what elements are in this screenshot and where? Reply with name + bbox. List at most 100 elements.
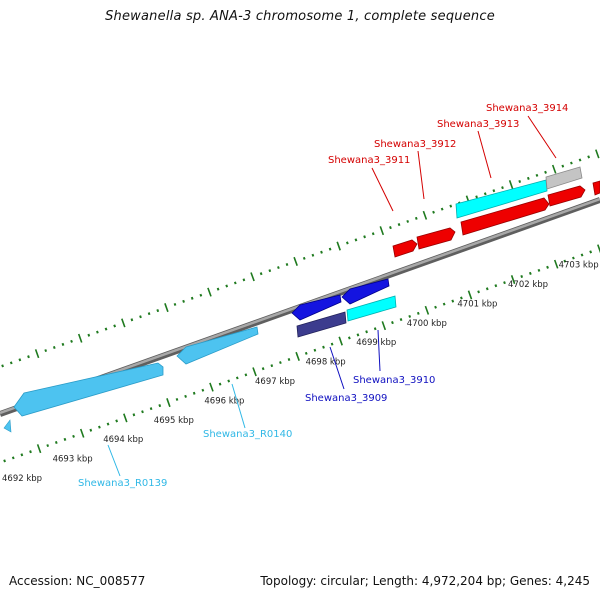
gene-shewana3-r0140-shape[interactable] xyxy=(176,326,259,365)
label-leaders xyxy=(107,115,557,477)
inner-track-minor-tick xyxy=(589,250,593,254)
outer-track-minor-tick xyxy=(535,173,539,177)
outer-track-minor-tick xyxy=(492,189,496,193)
scale-label-4698-kbp: 4698 kbp xyxy=(306,358,346,368)
outer-track-minor-tick xyxy=(578,158,582,162)
scale-label-4696-kbp: 4696 kbp xyxy=(204,396,244,406)
gene-blue-a-shape[interactable] xyxy=(291,294,342,321)
gene-shewana3-3910-shape[interactable] xyxy=(346,295,397,322)
inner-track-minor-tick xyxy=(365,330,368,334)
gene-red-right-shape[interactable] xyxy=(547,185,586,207)
outer-track-minor-tick xyxy=(526,176,530,180)
outer-track-minor-tick xyxy=(285,262,289,267)
inner-track-minor-tick xyxy=(244,373,248,377)
gene-label-shewana3-3909[interactable]: Shewana3_3909 xyxy=(305,393,387,404)
inner-track-minor-tick xyxy=(503,281,506,285)
inner-track-minor-tick xyxy=(201,388,205,392)
inner-track-minor-tick xyxy=(29,450,32,454)
inner-track-minor-tick xyxy=(89,428,93,432)
inner-track-minor-tick xyxy=(494,284,498,288)
inner-track-minor-tick xyxy=(347,336,351,340)
gene-small-arrow-shape[interactable] xyxy=(3,419,12,433)
gene-labels: Shewana3_3914 Shewana3_3913 Shewana3_391… xyxy=(78,103,568,489)
outer-track-minor-tick xyxy=(199,293,203,297)
inner-track-major-tick xyxy=(553,259,559,269)
outer-track-minor-tick xyxy=(302,256,306,260)
outer-track-minor-tick xyxy=(475,195,478,199)
gene-label-shewana3-r0140[interactable]: Shewana3_R0140 xyxy=(203,429,292,440)
inner-track-major-tick xyxy=(166,398,171,408)
outer-track-minor-tick xyxy=(483,192,487,196)
outer-track-major-tick xyxy=(207,287,212,297)
inner-track-minor-tick xyxy=(520,274,524,279)
scale-track-inner xyxy=(3,244,600,463)
outer-track-minor-tick xyxy=(233,281,237,285)
gene-label-shewana3-r0139[interactable]: Shewana3_R0139 xyxy=(78,478,167,489)
inner-track-minor-tick xyxy=(373,327,377,331)
inner-track-minor-tick xyxy=(399,318,403,322)
inner-track-minor-tick xyxy=(3,459,6,463)
inner-track-major-tick xyxy=(79,428,85,438)
inner-track-minor-tick xyxy=(218,382,222,386)
outer-track-minor-tick xyxy=(268,269,272,273)
gene-label-shewana3-3911[interactable]: Shewana3_3911 xyxy=(328,155,410,166)
inner-track-minor-tick xyxy=(227,379,231,383)
gene-red-edge-shape[interactable] xyxy=(592,180,600,196)
inner-track-major-tick xyxy=(424,305,430,315)
inner-track-minor-tick xyxy=(451,299,455,303)
outer-track-minor-tick xyxy=(363,235,366,239)
inner-track-minor-tick xyxy=(460,296,463,300)
scale-label-4700-kbp: 4700 kbp xyxy=(407,319,447,329)
outer-track-minor-tick xyxy=(173,302,177,306)
inner-track-minor-tick xyxy=(356,333,360,337)
gene-shewana3-3912-shape[interactable] xyxy=(416,227,456,250)
gene-blue-b-shape[interactable] xyxy=(341,278,390,305)
inner-track-major-tick xyxy=(123,413,128,423)
outer-track-minor-tick xyxy=(311,253,315,257)
gene-shewana3-r0139-shape[interactable] xyxy=(13,362,164,417)
outer-track-minor-tick xyxy=(345,241,349,245)
inner-track-minor-tick xyxy=(563,259,567,263)
outer-track-minor-tick xyxy=(561,164,565,168)
inner-track-major-tick xyxy=(381,321,387,331)
outer-track-minor-tick xyxy=(389,226,392,230)
inner-track-major-tick xyxy=(467,290,473,300)
accession-text: Accession: NC_008577 xyxy=(9,574,146,588)
inner-track-minor-tick xyxy=(279,361,282,365)
outer-track-major-tick xyxy=(379,226,385,236)
inner-track-minor-tick xyxy=(11,456,15,460)
gene-label-shewana3-3910[interactable]: Shewana3_3910 xyxy=(353,375,435,386)
inner-track-minor-tick xyxy=(115,419,119,423)
scale-label-4702-kbp: 4702 kbp xyxy=(508,280,548,290)
gene-shewana3-3909-shape[interactable] xyxy=(296,311,347,338)
scale-label-4699-kbp: 4699 kbp xyxy=(356,338,396,348)
inner-track-minor-tick xyxy=(149,407,153,411)
inner-track-major-tick xyxy=(338,336,343,346)
gene-shewana3-3913-shape[interactable] xyxy=(455,179,548,219)
gene-shewana3-3911-shape[interactable] xyxy=(392,239,418,258)
gene-label-shewana3-3912[interactable]: Shewana3_3912 xyxy=(374,139,456,150)
inner-track-minor-tick xyxy=(63,437,67,441)
inner-track-minor-tick xyxy=(391,321,394,325)
gene-features xyxy=(3,166,600,433)
inner-track-minor-tick xyxy=(261,367,265,371)
outer-track-minor-tick xyxy=(1,364,4,368)
inner-track-minor-tick xyxy=(408,314,412,318)
outer-track-minor-tick xyxy=(130,318,134,322)
inner-track-minor-tick xyxy=(192,391,196,395)
inner-track-minor-tick xyxy=(313,348,317,352)
gene-label-shewana3-3913[interactable]: Shewana3_3913 xyxy=(437,119,519,130)
outer-track-minor-tick xyxy=(354,238,358,242)
outer-track-major-tick xyxy=(164,303,169,313)
gene-shewana3-3914-shape[interactable] xyxy=(545,166,583,190)
gene-label-shewana3-3914[interactable]: Shewana3_3914 xyxy=(486,103,568,114)
inner-track-minor-tick xyxy=(304,351,308,355)
inner-track-minor-tick xyxy=(98,425,101,429)
outer-track-minor-tick xyxy=(9,361,13,365)
inner-track-minor-tick xyxy=(322,345,325,349)
outer-track-minor-tick xyxy=(397,223,401,227)
scale-label-4695-kbp: 4695 kbp xyxy=(154,416,194,426)
inner-track-major-tick xyxy=(295,351,300,361)
gene-red-long-shape[interactable] xyxy=(460,197,550,236)
